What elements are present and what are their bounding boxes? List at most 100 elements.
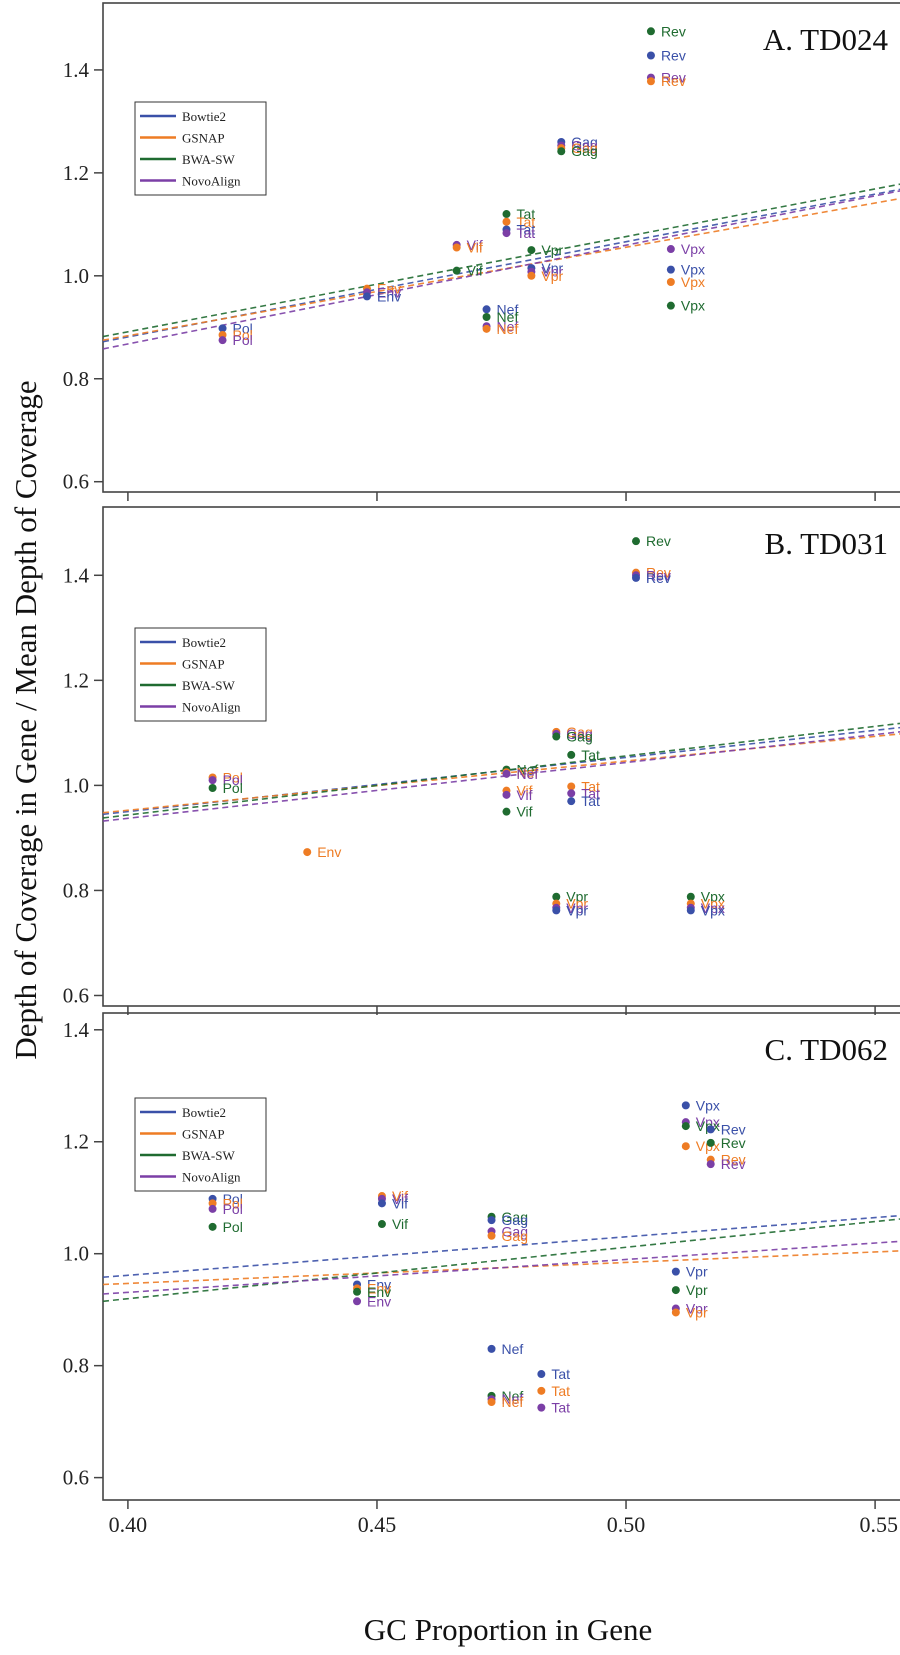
data-point — [646, 27, 655, 36]
panel-frame — [102, 506, 900, 1007]
point-label: Gag — [502, 1223, 528, 1239]
point-label: Gag — [571, 138, 597, 154]
data-point — [208, 1199, 217, 1208]
data-point — [208, 784, 217, 793]
point-label: Nef — [502, 1394, 524, 1410]
point-label: Nef — [497, 321, 519, 337]
point-label: Vif — [467, 237, 483, 253]
point-label: Nef — [497, 318, 519, 334]
legend-label: NovoAlign — [182, 700, 241, 715]
point-label: Pol — [223, 780, 243, 796]
data-point — [452, 266, 461, 275]
data-point — [482, 312, 491, 321]
point-label: Gag — [566, 729, 592, 745]
data-point — [706, 1160, 715, 1169]
data-point — [567, 750, 576, 759]
point-label: Vif — [467, 240, 483, 256]
panel-2: 0.60.81.01.21.4PolPolPolEnvNefNefNefVifV… — [63, 506, 900, 1015]
trend-line — [102, 1240, 900, 1295]
legend-label: Bowtie2 — [182, 109, 226, 124]
data-point — [681, 1122, 690, 1131]
point-label: Nef — [502, 1391, 524, 1407]
y-tick-label: 1.4 — [63, 58, 90, 82]
y-tick-label: 0.6 — [63, 983, 89, 1007]
point-label: Vpr — [566, 902, 588, 918]
data-point — [218, 324, 227, 333]
point-label: Vpr — [686, 1304, 708, 1320]
trend-line — [102, 1250, 900, 1286]
y-tick-label: 1.4 — [63, 563, 90, 587]
data-point — [527, 271, 536, 280]
data-point — [487, 1398, 496, 1407]
point-label: Rev — [721, 1156, 746, 1172]
point-label: Pol — [223, 1195, 243, 1211]
point-label: Vif — [516, 783, 532, 799]
point-label: Vpx — [696, 1097, 720, 1113]
point-label: Rev — [646, 567, 671, 583]
data-point — [208, 1222, 217, 1231]
point-label: Nef — [516, 762, 538, 778]
y-tick-label: 1.2 — [63, 161, 89, 185]
legend-label: NovoAlign — [182, 1170, 241, 1185]
legend-label: Bowtie2 — [182, 635, 226, 650]
trend-line — [102, 1214, 900, 1279]
data-point — [487, 1216, 496, 1225]
data-point — [353, 1287, 362, 1296]
point-label: Nef — [502, 1388, 524, 1404]
panels: 0.60.81.01.21.4PolPolPolEnvEnvEnvVifVifV… — [63, 2, 900, 1537]
point-label: Tat — [516, 221, 535, 237]
data-point — [681, 1142, 690, 1151]
x-axis-label: GC Proportion in Gene — [364, 1612, 652, 1647]
legend-label: BWA-SW — [182, 678, 235, 693]
point-label: Nef — [502, 1341, 524, 1357]
data-point — [208, 1204, 217, 1213]
y-tick-label: 1.2 — [63, 1130, 89, 1154]
data-point — [552, 732, 561, 741]
data-point — [567, 789, 576, 798]
data-point — [502, 807, 511, 816]
data-point — [666, 277, 675, 286]
point-label: Vpr — [686, 1282, 708, 1298]
point-label: Vpr — [566, 900, 588, 916]
point-label: Vpx — [701, 902, 725, 918]
data-point — [537, 1370, 546, 1379]
y-tick-label: 0.6 — [63, 470, 89, 494]
trend-line — [102, 1218, 900, 1303]
data-point — [377, 1199, 386, 1208]
point-label: Tat — [516, 214, 535, 230]
legend-label: NovoAlign — [182, 174, 241, 189]
data-point — [502, 217, 511, 226]
trend-line — [102, 733, 900, 814]
point-label: Vpx — [681, 274, 705, 290]
legend-label: GSNAP — [182, 1127, 225, 1142]
trend-line — [102, 722, 900, 819]
y-tick-label: 1.4 — [63, 1018, 90, 1042]
x-tick-label: 0.45 — [358, 1512, 397, 1537]
point-label: Gag — [502, 1209, 528, 1225]
panel-title: A. TD024 — [763, 22, 889, 57]
point-label: Nef — [516, 764, 538, 780]
point-label: Rev — [661, 70, 686, 86]
point-label: Rev — [661, 23, 686, 39]
panel-3: 0.60.81.01.21.4PolPolPolPolVifVifVifVifE… — [63, 1012, 900, 1509]
point-label: Vpx — [696, 1114, 720, 1130]
y-tick-label: 1.0 — [63, 1242, 89, 1266]
point-label: Tat — [551, 1366, 570, 1382]
point-label: Env — [367, 1284, 391, 1300]
data-point — [686, 906, 695, 915]
legend: Bowtie2 GSNAP BWA-SW NovoAlign — [134, 101, 267, 196]
data-point — [452, 243, 461, 252]
y-tick-label: 1.2 — [63, 668, 89, 692]
data-point — [537, 1386, 546, 1395]
data-point — [666, 245, 675, 254]
point-label: Pol — [233, 327, 253, 343]
data-point — [706, 1125, 715, 1134]
point-label: Pol — [233, 332, 253, 348]
data-point — [681, 1101, 690, 1110]
point-label: Vif — [392, 1195, 408, 1211]
legend-label: GSNAP — [182, 131, 225, 146]
data-point — [686, 892, 695, 901]
point-label: Vpx — [701, 900, 725, 916]
point-label: Env — [367, 1276, 391, 1292]
point-label: Vpr — [541, 242, 563, 258]
